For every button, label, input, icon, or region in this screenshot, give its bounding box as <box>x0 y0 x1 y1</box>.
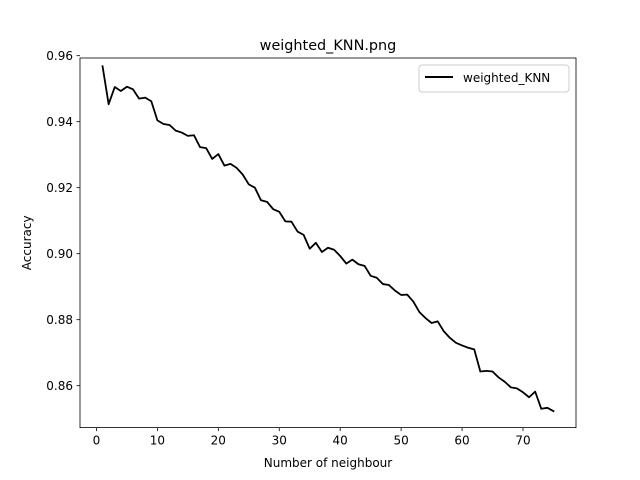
series-layer <box>101 65 555 413</box>
series-line-weighted-knn <box>101 65 555 413</box>
x-tick-label: 50 <box>393 434 408 448</box>
y-axis-ticks: 0.86 0.88 0.90 0.92 0.94 0.96 <box>46 49 80 393</box>
plot-frame <box>80 58 576 428</box>
x-tick-label: 0 <box>93 434 101 448</box>
chart-title: weighted_KNN.png <box>260 38 397 54</box>
x-tick-label: 40 <box>333 434 348 448</box>
x-axis-ticks: 0 10 20 30 40 50 60 70 <box>93 427 531 448</box>
y-tick-label: 0.88 <box>46 313 73 327</box>
x-tick-label: 10 <box>150 434 165 448</box>
plot-area: 0 10 20 30 40 50 60 70 0.86 0.88 0.90 0.92 0.94 0.96 <box>46 49 577 448</box>
y-tick-label: 0.92 <box>46 181 73 195</box>
y-tick-label: 0.96 <box>46 49 73 63</box>
y-tick-label: 0.86 <box>46 379 73 393</box>
x-tick-label: 60 <box>454 434 469 448</box>
y-tick-label: 0.94 <box>46 115 73 129</box>
legend: weighted_KNN <box>418 64 570 93</box>
legend-frame <box>418 64 570 93</box>
x-tick-label: 70 <box>515 434 530 448</box>
y-axis-label: Accuracy <box>20 215 34 270</box>
y-tick-label: 0.90 <box>46 247 73 261</box>
legend-label: weighted_KNN <box>463 71 550 85</box>
plot-border <box>79 57 577 429</box>
x-axis-label: Number of neighbour <box>264 456 393 470</box>
x-tick-label: 30 <box>272 434 287 448</box>
x-tick-label: 20 <box>211 434 226 448</box>
